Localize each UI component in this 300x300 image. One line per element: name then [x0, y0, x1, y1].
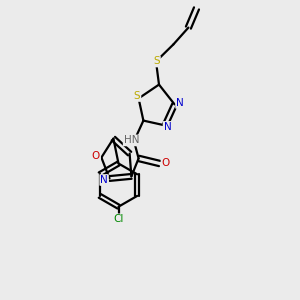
Text: O: O	[161, 158, 170, 169]
Text: N: N	[176, 98, 184, 108]
Text: HN: HN	[124, 135, 139, 146]
Text: O: O	[92, 151, 100, 161]
Text: S: S	[153, 56, 160, 67]
Text: Cl: Cl	[113, 214, 124, 224]
Text: S: S	[134, 91, 140, 101]
Text: N: N	[100, 175, 108, 185]
Text: N: N	[164, 122, 171, 132]
